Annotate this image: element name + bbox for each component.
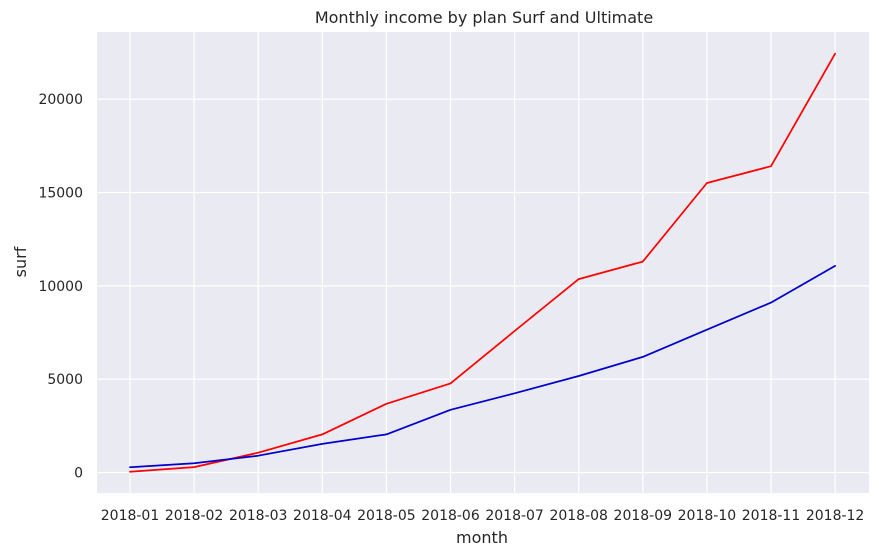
x-tick-label: 2018-05	[357, 508, 416, 524]
x-tick-label: 2018-07	[485, 508, 544, 524]
x-tick-label: 2018-06	[421, 508, 480, 524]
x-tick-label: 2018-03	[229, 508, 288, 524]
series-line-2	[129, 265, 836, 469]
series-line-1	[129, 52, 836, 473]
y-tick-label: 0	[74, 465, 83, 481]
y-tick-label: 5000	[47, 372, 83, 388]
plot-area	[97, 32, 869, 493]
x-tick-label: 2018-11	[742, 508, 801, 524]
y-tick-label: 15000	[38, 186, 83, 202]
x-tick-labels: 2018-01 2018-02 2018-03 2018-04 2018-05 2018-…	[101, 508, 865, 524]
y-axis-label: surf	[11, 246, 30, 277]
x-tick-label: 2018-08	[549, 508, 608, 524]
x-tick-label: 2018-09	[614, 508, 673, 524]
chart-title: Monthly income by plan Surf and Ultimate	[315, 8, 653, 27]
y-gridlines	[97, 98, 869, 474]
x-tick-label: 2018-01	[101, 508, 160, 524]
y-tick-label: 10000	[38, 279, 83, 295]
x-tick-label: 2018-10	[678, 508, 737, 524]
x-tick-label: 2018-02	[165, 508, 224, 524]
y-tick-labels: 0 5000 10000 15000 20000	[38, 92, 83, 481]
x-axis-label: month	[456, 528, 508, 547]
x-tick-label: 2018-04	[293, 508, 352, 524]
series-group	[129, 52, 836, 473]
x-tick-label: 2018-12	[806, 508, 865, 524]
y-tick-label: 20000	[38, 92, 83, 108]
